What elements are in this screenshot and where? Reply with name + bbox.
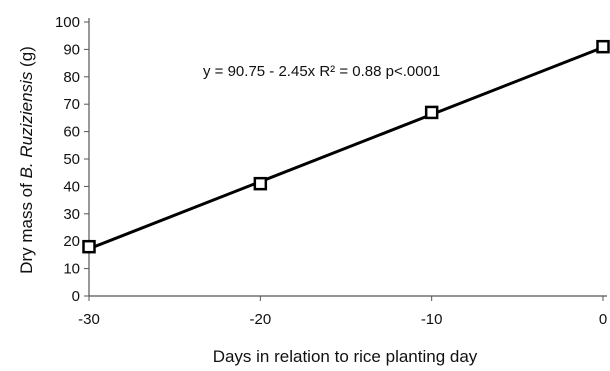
trendline xyxy=(88,45,604,251)
y-tick-label: 20 xyxy=(63,233,80,250)
regression-annotation: y = 90.75 - 2.45x R² = 0.88 p<.0001 xyxy=(203,63,440,80)
data-point xyxy=(82,239,96,254)
x-tick-labels: -30 -20 -10 0 xyxy=(78,296,607,328)
x-tick-label: -20 xyxy=(249,311,271,328)
x-tick-label: -30 xyxy=(78,311,100,328)
y-tick-label: 50 xyxy=(63,151,80,168)
y-tick-label: 100 xyxy=(55,14,80,31)
axes xyxy=(88,18,607,297)
y-axis-title-part-1: Dry mass of xyxy=(17,178,36,273)
x-tick-label: -10 xyxy=(421,311,443,328)
y-tick-label: 70 xyxy=(63,96,80,113)
data-point xyxy=(596,39,610,54)
data-point xyxy=(424,105,439,120)
y-axis-title: Dry mass of B. Ruziziensis (g) xyxy=(17,46,36,274)
y-tick-label: 90 xyxy=(63,41,80,58)
y-tick-label: 40 xyxy=(63,178,80,195)
y-tick-labels: 0 10 20 30 40 50 60 70 80 90 100 xyxy=(55,14,89,305)
data-point xyxy=(253,176,268,191)
y-tick-label: 80 xyxy=(63,69,80,86)
y-tick-label: 60 xyxy=(63,124,80,141)
y-tick-label: 30 xyxy=(63,206,80,223)
y-axis-title-species: B. Ruziziensis xyxy=(17,71,36,178)
x-tick-label: 0 xyxy=(599,311,607,328)
y-axis-title-part-3: (g) xyxy=(17,46,36,72)
y-tick-label: 0 xyxy=(72,288,80,305)
data-points xyxy=(82,39,610,254)
x-axis-title: Days in relation to rice planting day xyxy=(213,347,478,366)
y-tick-label: 10 xyxy=(63,261,80,278)
